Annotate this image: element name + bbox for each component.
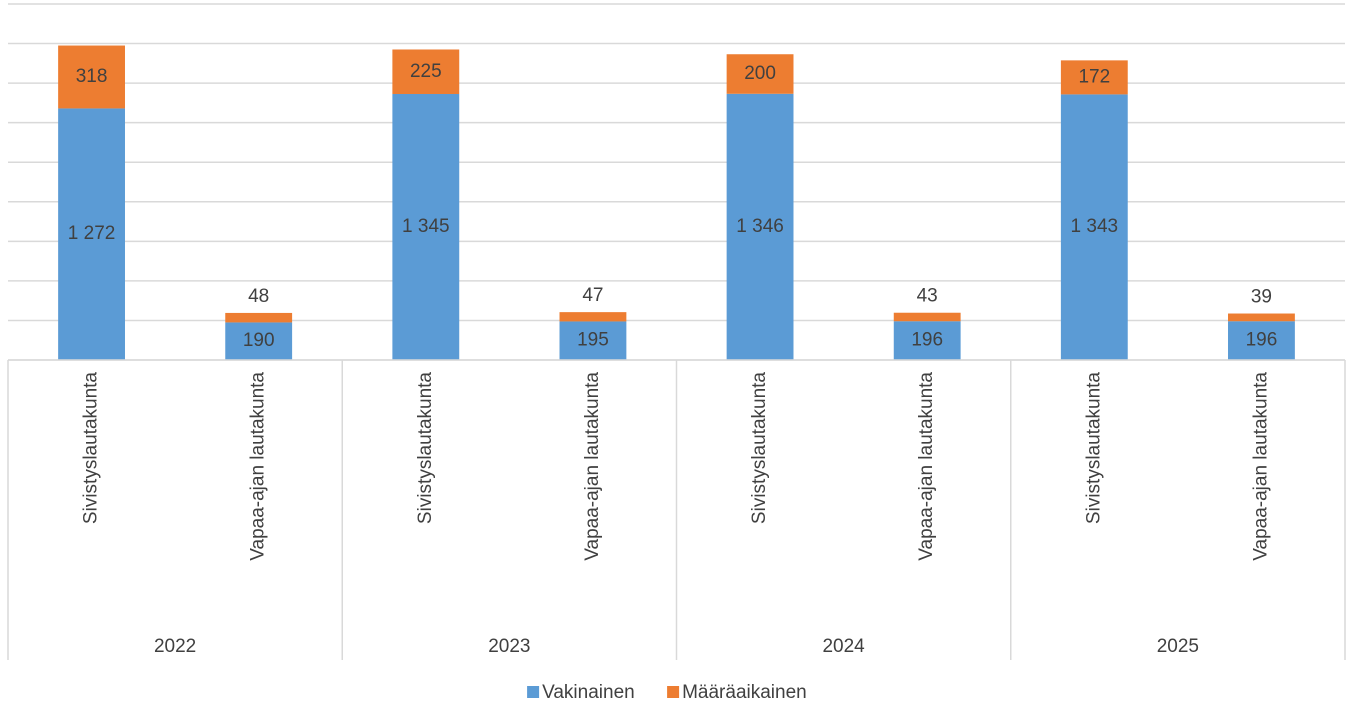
data-label: 48	[248, 286, 269, 307]
data-label: 1 345	[402, 216, 450, 237]
bar-segment	[559, 312, 627, 322]
data-label: 195	[577, 330, 609, 351]
data-label: 196	[911, 330, 943, 351]
data-label: 39	[1251, 287, 1272, 308]
x-tick-label: Sivistyslautakunta	[1083, 372, 1104, 525]
legend-swatch	[527, 686, 540, 698]
x-tick-label: Vapaa-ajan lautakunta	[248, 372, 269, 561]
x-tick-label: Sivistyslautakunta	[749, 372, 770, 525]
bar-segment	[392, 49, 460, 94]
data-label: 1 272	[68, 223, 116, 244]
data-label: 190	[243, 330, 275, 351]
group-label: 2025	[1157, 636, 1199, 657]
bar-segment	[225, 312, 293, 323]
bar-segment	[1228, 321, 1295, 360]
x-tick-label: Vapaa-ajan lautakunta	[582, 372, 603, 561]
bar-segment	[58, 108, 125, 360]
data-label: 196	[1246, 330, 1278, 351]
legend-label: Vakinainen	[542, 682, 635, 703]
bar-segment	[893, 321, 961, 360]
data-label: 172	[1078, 66, 1110, 87]
data-label: 47	[582, 285, 603, 306]
bar-segment	[1228, 313, 1295, 322]
x-tick-label: Vapaa-ajan lautakunta	[916, 372, 937, 561]
bar-segment	[726, 93, 794, 361]
bar-segment	[893, 312, 961, 322]
group-label: 2024	[822, 636, 865, 657]
data-label: 200	[744, 63, 776, 84]
bar-segment	[559, 321, 627, 360]
data-label: 225	[410, 61, 442, 82]
data-label: 1 343	[1071, 216, 1119, 237]
group-label: 2022	[154, 636, 196, 657]
x-tick-label: Sivistyslautakunta	[415, 372, 436, 525]
x-tick-label: Vapaa-ajan lautakunta	[1250, 372, 1271, 561]
bar-segment	[1060, 60, 1128, 95]
bar-segment	[726, 54, 794, 94]
group-label: 2023	[488, 636, 530, 657]
data-label: 318	[76, 66, 108, 87]
bar-segment	[1060, 94, 1128, 360]
bar-segment	[392, 93, 460, 360]
legend-label: Määräaikainen	[682, 682, 807, 703]
x-tick-label: Sivistyslautakunta	[81, 372, 102, 525]
data-label: 1 346	[736, 216, 784, 237]
bar-segment	[225, 322, 293, 360]
data-label: 43	[917, 286, 938, 307]
legend-swatch	[667, 686, 680, 698]
bar-segment	[58, 45, 125, 109]
